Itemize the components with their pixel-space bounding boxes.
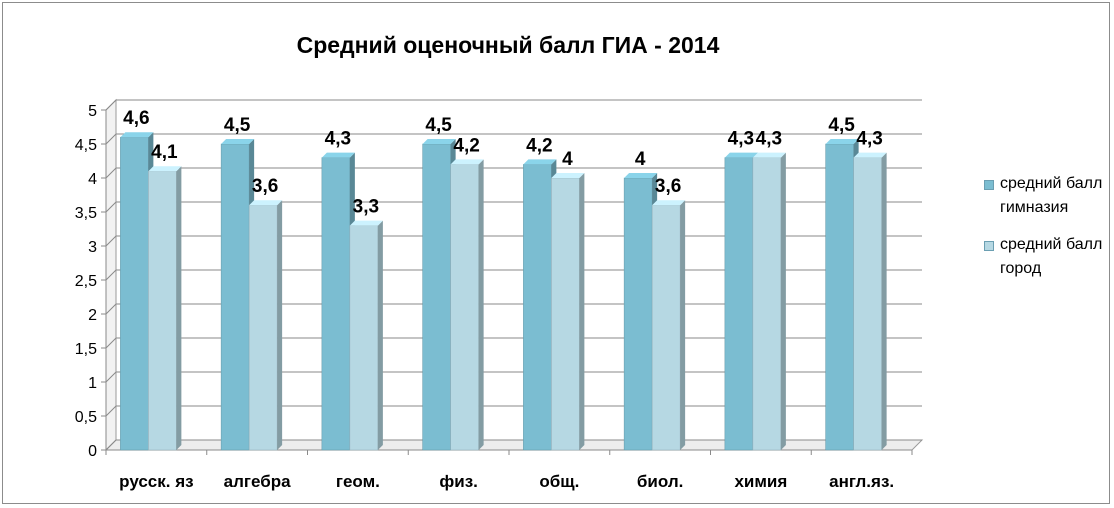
data-label: 4,6 — [123, 108, 149, 129]
bar-top-series-2 — [551, 173, 585, 178]
bar-series-2 — [349, 225, 379, 451]
bar-top-series-1 — [624, 173, 658, 178]
x-tick-label: биол. — [637, 472, 683, 491]
bar-side-series-2 — [176, 166, 182, 450]
bar-series-1 — [321, 157, 351, 451]
y-tick-label: 4 — [88, 171, 97, 188]
bar-series-2 — [853, 157, 882, 451]
chart-legend: средний балл гимназия средний балл город — [984, 172, 1108, 294]
x-tick-label: алгебра — [224, 472, 291, 491]
bar-series-1 — [825, 143, 854, 451]
y-tick-label: 4,5 — [75, 137, 97, 154]
y-tick-label: 2,5 — [75, 273, 97, 290]
bar-side-series-2 — [881, 152, 887, 450]
bar-series-1 — [724, 157, 754, 451]
data-label: 4,3 — [756, 129, 782, 150]
y-tick-label: 2 — [88, 307, 97, 324]
bar-side-series-2 — [277, 200, 283, 450]
y-gridline — [105, 99, 922, 111]
data-label: 3,3 — [353, 197, 379, 218]
bar-top-series-2 — [148, 166, 182, 172]
bar-top-series-2 — [249, 200, 283, 206]
x-tick-label: общ. — [539, 472, 579, 491]
bar-top-series-1 — [321, 152, 355, 158]
y-gridline — [105, 167, 922, 179]
data-label: 4,1 — [151, 142, 178, 163]
bar-series-1 — [422, 143, 451, 451]
bar-top-series-2 — [752, 152, 786, 158]
y-tick-label: 3 — [88, 239, 97, 256]
bar-series-1 — [220, 143, 250, 451]
data-label: 4,2 — [453, 135, 479, 156]
bar-series-2 — [651, 204, 681, 451]
bar-series-2 — [752, 157, 782, 451]
bar-series-1 — [523, 164, 552, 451]
data-label: 4,5 — [224, 115, 251, 136]
legend-swatch-gymnasium — [984, 180, 994, 190]
y-tick-label: 1,5 — [75, 341, 97, 358]
bar-top-series-1 — [724, 152, 758, 158]
legend-item-gymnasium: средний балл гимназия — [984, 172, 1108, 220]
chart-title: Средний оценочный балл ГИА - 2014 — [296, 32, 720, 58]
y-tick-label: 0 — [88, 443, 97, 460]
x-tick-label: химия — [734, 472, 787, 491]
y-tick-label: 3,5 — [75, 205, 97, 222]
bar-series-2 — [148, 170, 177, 451]
data-label: 4,5 — [828, 115, 855, 136]
y-tick-label: 5 — [88, 103, 97, 120]
bar-side-series-2 — [680, 200, 686, 450]
legend-item-city: средний балл город — [984, 233, 1108, 281]
data-label: 4 — [562, 149, 573, 170]
bar-side-series-2 — [780, 152, 786, 450]
bar-top-series-1 — [221, 139, 255, 144]
x-tick-label: англ.яз. — [829, 472, 894, 491]
legend-label-gymnasium: средний балл гимназия — [1000, 175, 1103, 216]
y-tick-label: 1 — [88, 375, 97, 392]
y-tick-label: 0,5 — [75, 409, 97, 426]
data-label: 3,6 — [252, 176, 278, 197]
bar-series-2 — [450, 164, 479, 451]
bar-series-2 — [248, 204, 278, 451]
bar-side-series-2 — [478, 159, 484, 450]
legend-label-city: средний балл город — [1000, 236, 1103, 277]
plot-back-wall — [106, 100, 922, 450]
data-label: 3,6 — [655, 176, 681, 197]
data-label: 4,2 — [526, 135, 552, 156]
bar-top-series-1 — [825, 139, 859, 144]
data-label: 4 — [635, 149, 646, 170]
bar-series-1 — [120, 136, 149, 451]
bar-top-series-2 — [652, 200, 686, 206]
data-label: 4,5 — [425, 115, 452, 136]
bar-top-series-1 — [120, 132, 154, 138]
x-tick-label: физ. — [439, 472, 478, 491]
bar-top-series-2 — [349, 220, 383, 226]
bar-top-series-1 — [422, 139, 456, 144]
bar-top-series-1 — [523, 159, 557, 165]
data-label: 4,3 — [325, 129, 351, 150]
bar-side-series-2 — [377, 220, 383, 450]
bar-side-series-2 — [579, 173, 585, 450]
legend-swatch-city — [984, 241, 994, 251]
y-gridline — [105, 133, 922, 145]
data-label: 4,3 — [728, 129, 754, 150]
x-tick-label: геом. — [336, 472, 380, 491]
x-tick-label: русск. яз — [119, 472, 193, 491]
data-label: 4,3 — [856, 129, 882, 150]
bar-series-2 — [551, 177, 580, 451]
bar-series-1 — [623, 177, 653, 451]
bar-top-series-2 — [450, 159, 484, 165]
bar-top-series-2 — [853, 152, 887, 158]
